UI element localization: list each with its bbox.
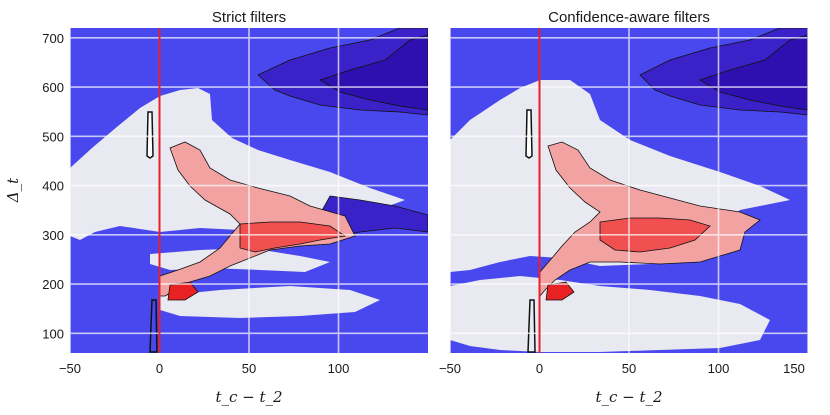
xtick-label-confidence: −50 bbox=[439, 361, 461, 376]
light-region-strict-3 bbox=[160, 286, 380, 318]
ylabel-strict: Δ_t bbox=[4, 177, 22, 203]
purple-region-strict-inner bbox=[319, 34, 428, 111]
spike-confidence-upper bbox=[525, 109, 533, 159]
title-strict: Strict filters bbox=[212, 9, 286, 26]
xticks-confidence: −50 0 50 100 150 bbox=[439, 361, 805, 376]
title-confidence: Confidence-aware filters bbox=[548, 9, 710, 26]
ytick-label-strict: 400 bbox=[42, 179, 64, 194]
ytick-label-strict: 500 bbox=[42, 129, 64, 144]
ytick-label-strict: 600 bbox=[42, 80, 64, 95]
ytick-label-strict: 700 bbox=[42, 31, 64, 46]
light-region-strict bbox=[70, 88, 405, 240]
spike-confidence-lower bbox=[527, 299, 536, 353]
xtick-label-strict: 0 bbox=[156, 361, 163, 376]
yticks-strict: 100 200 300 400 500 600 700 bbox=[42, 31, 64, 341]
panel-strict: Strict filters −50 0 50 100 100 200 300 400 500… bbox=[4, 9, 428, 406]
xtick-label-confidence: 100 bbox=[708, 361, 730, 376]
ytick-label-strict: 200 bbox=[42, 277, 64, 292]
panel-confidence: Confidence-aware filters −50 0 50 100 150 t_… bbox=[439, 9, 808, 406]
ytick-label-strict: 300 bbox=[42, 228, 64, 243]
xtick-label-strict: −50 bbox=[59, 361, 81, 376]
xtick-label-strict: 50 bbox=[242, 361, 256, 376]
red-peak-confidence bbox=[545, 281, 575, 301]
xtick-label-confidence: 50 bbox=[622, 361, 636, 376]
xlabel-strict: t_c − t_2 bbox=[215, 388, 282, 406]
purple-region-confidence-inner bbox=[699, 34, 808, 111]
red-core-strict bbox=[239, 221, 347, 253]
spike-strict-lower bbox=[149, 299, 158, 353]
xtick-label-confidence: 150 bbox=[783, 361, 805, 376]
spike-strict-upper bbox=[146, 111, 154, 159]
xticks-strict: −50 0 50 100 bbox=[59, 361, 349, 376]
red-peak-strict bbox=[167, 281, 199, 301]
xtick-label-confidence: 0 bbox=[536, 361, 543, 376]
xtick-label-strict: 100 bbox=[328, 361, 350, 376]
xlabel-confidence: t_c − t_2 bbox=[595, 388, 662, 406]
ytick-label-strict: 100 bbox=[42, 326, 64, 341]
